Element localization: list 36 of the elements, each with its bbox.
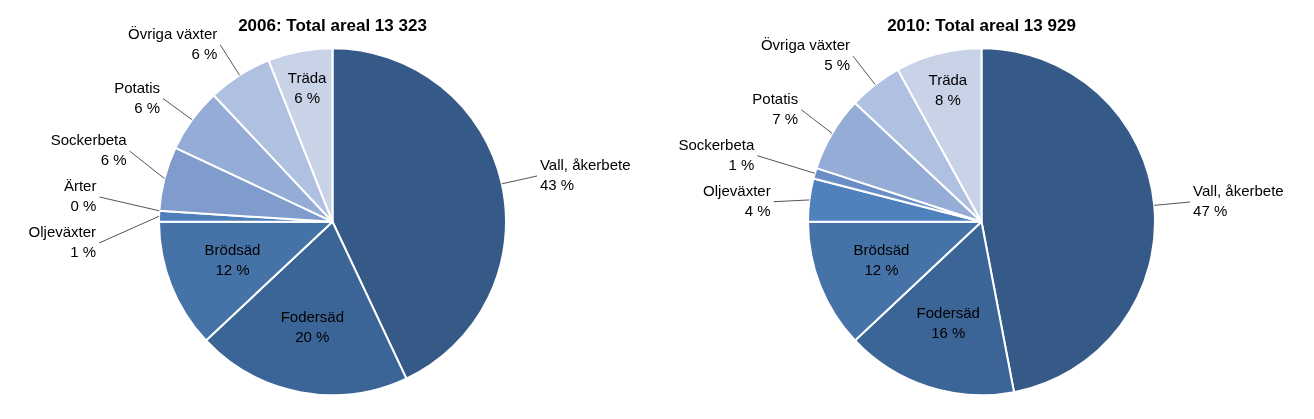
slice-label: Vall, åkerbete: [1193, 182, 1284, 200]
slice-label: Sockerbeta: [50, 131, 128, 149]
data-label: 1 %: [70, 243, 97, 261]
slice-label: Potatis: [114, 78, 161, 96]
data-label: 8 %: [934, 90, 961, 108]
data-label: 6 %: [134, 98, 161, 116]
data-label: 43 %: [539, 176, 575, 194]
chart-title: 2010: Total areal 13 929: [887, 15, 1076, 35]
data-label: 12 %: [215, 261, 250, 279]
text: 0 %: [70, 197, 97, 215]
slice-label: Övriga växter: [760, 36, 851, 54]
slice-label: Oljeväxter: [28, 223, 97, 241]
slice-label: Fodersäd: [916, 304, 980, 322]
slice-label: Fodersäd: [280, 307, 345, 325]
data-label: 6 %: [191, 44, 218, 62]
slice-label: Brödsäd: [853, 241, 910, 259]
category-label: Ärter: [63, 177, 97, 195]
data-label: 4 %: [744, 201, 771, 219]
slice-label: Brödsäd: [204, 241, 261, 259]
slice-label: Sockerbeta: [678, 135, 755, 153]
data-label: 20 %: [295, 327, 330, 345]
slice-label: Oljeväxter: [703, 181, 771, 199]
data-label: 6 %: [100, 151, 127, 169]
slice-label: Träda: [287, 68, 328, 86]
slice-label: Övriga växter: [128, 24, 218, 42]
data-label: 5 %: [824, 56, 851, 74]
slice-label: Potatis: [752, 89, 799, 107]
data-label: 6 %: [294, 88, 321, 106]
data-label: 47 %: [1193, 202, 1228, 220]
slice-label: Vall, åkerbete: [539, 156, 631, 174]
data-label: 16 %: [931, 324, 966, 342]
slice-label: Träda: [928, 70, 968, 88]
data-label: 7 %: [772, 109, 799, 127]
data-label: 12 %: [864, 261, 899, 279]
chart-title: 2006: Total areal 13 323: [238, 15, 427, 35]
data-label: 1 %: [728, 155, 755, 173]
